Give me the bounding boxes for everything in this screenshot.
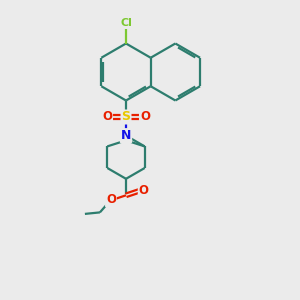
Text: O: O — [139, 184, 149, 197]
Text: O: O — [140, 110, 150, 124]
Text: O: O — [102, 110, 112, 124]
Text: S: S — [122, 110, 130, 124]
Text: N: N — [121, 129, 131, 142]
Text: Cl: Cl — [120, 18, 132, 28]
Text: O: O — [106, 193, 116, 206]
